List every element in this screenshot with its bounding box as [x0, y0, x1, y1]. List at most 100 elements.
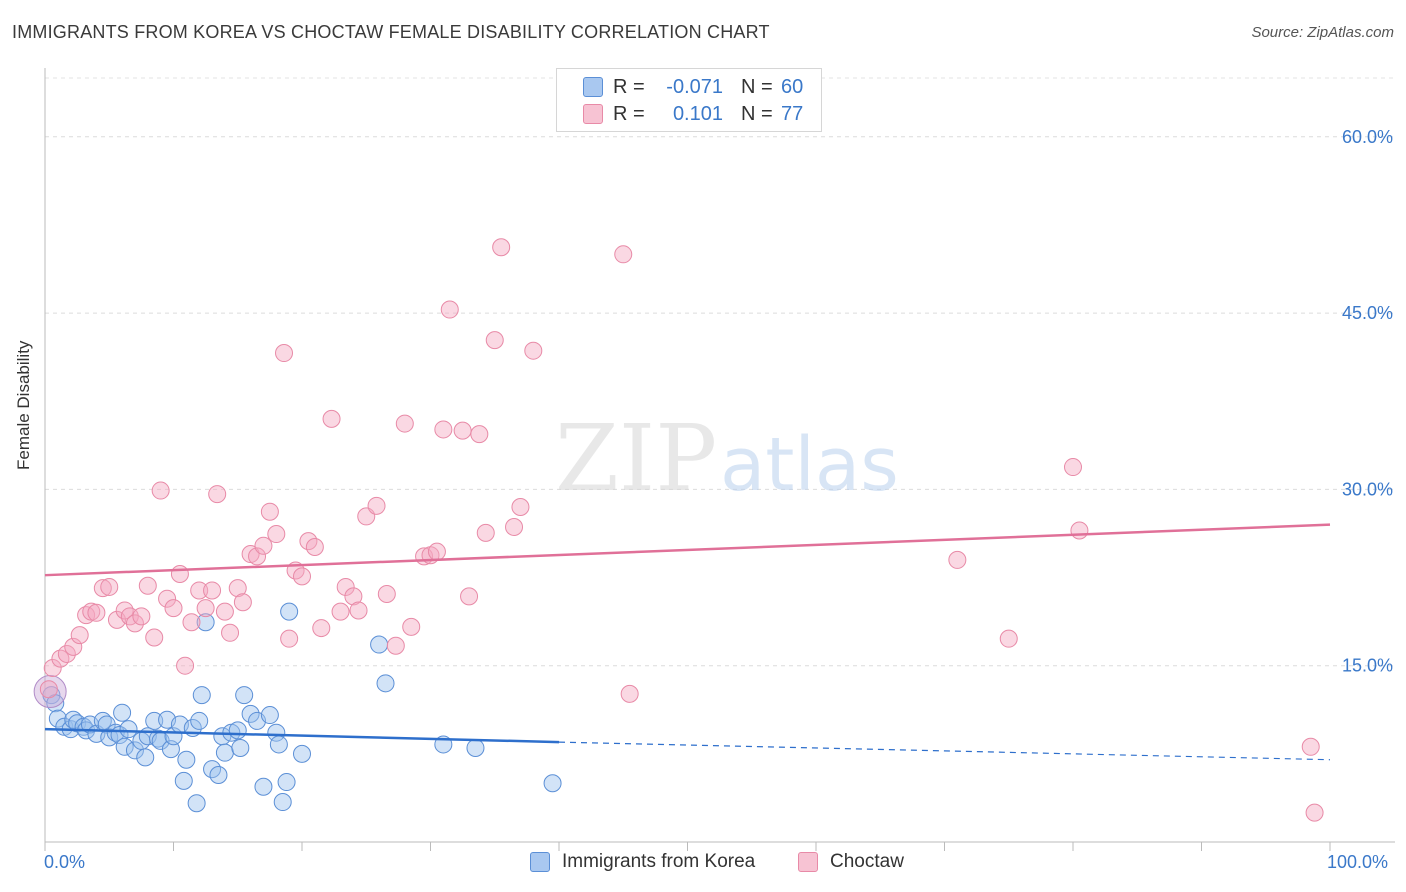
chart-title: IMMIGRANTS FROM KOREA VS CHOCTAW FEMALE … [12, 22, 770, 42]
data-point [254, 777, 273, 796]
data-point [505, 517, 524, 536]
data-point [39, 680, 58, 699]
data-point [145, 711, 164, 730]
data-point [349, 601, 368, 620]
y-tick-label: 45.0% [1342, 303, 1393, 323]
legend-r-value: -0.071 [666, 75, 723, 98]
data-point [402, 617, 421, 636]
data-point [125, 614, 144, 633]
data-point [460, 587, 479, 606]
source-label: Source: ZipAtlas.com [1251, 24, 1394, 41]
data-point [138, 576, 157, 595]
y-tick-label: 15.0% [1342, 656, 1393, 676]
data-point [267, 525, 286, 544]
data-point [113, 703, 132, 722]
legend-item-choctaw: Choctaw [798, 851, 904, 873]
data-point [386, 636, 405, 655]
data-point [614, 245, 633, 264]
data-point [269, 735, 288, 754]
data-point [203, 581, 222, 600]
data-point [492, 238, 511, 257]
data-point [248, 547, 267, 566]
data-point [228, 579, 247, 598]
data-point [145, 628, 164, 647]
data-point [260, 706, 279, 725]
legend-label-korea: Immigrants from Korea [562, 851, 756, 872]
data-point [1070, 521, 1089, 540]
data-point [370, 635, 389, 654]
legend-label-choctaw: Choctaw [830, 851, 904, 872]
trend-line-korea-extension [558, 741, 1331, 761]
legend-r-value: 0.101 [672, 102, 723, 125]
data-point [192, 686, 211, 705]
legend-swatch-choctaw [583, 104, 603, 124]
data-point [176, 656, 195, 675]
data-point [215, 602, 234, 621]
data-point [93, 579, 112, 598]
data-point [235, 686, 254, 705]
data-point [241, 704, 260, 723]
data-point [948, 550, 967, 569]
data-point [511, 498, 530, 517]
y-tick-label: 60.0% [1342, 127, 1393, 147]
data-point [174, 771, 193, 790]
data-point [115, 737, 134, 756]
data-point [254, 536, 273, 555]
data-point [151, 481, 170, 500]
data-point [260, 502, 279, 521]
data-point [132, 607, 151, 626]
data-point [485, 331, 504, 350]
data-point [543, 774, 562, 793]
data-point [280, 602, 299, 621]
data-point [221, 623, 240, 642]
data-point [233, 593, 252, 612]
data-point [125, 741, 144, 760]
data-point [293, 567, 311, 586]
data-point [312, 619, 331, 638]
trend-line-korea [44, 727, 560, 744]
data-point [228, 721, 247, 740]
legend-row-korea: R = -0.071 N = 60 [583, 75, 803, 99]
trend-line-choctaw [44, 523, 1331, 577]
data-point [427, 542, 446, 561]
data-point [305, 537, 324, 556]
legend-n-label: N = [741, 102, 773, 125]
data-point [267, 723, 286, 742]
data-point [187, 794, 206, 813]
data-point [115, 601, 134, 620]
data-point [476, 523, 495, 542]
data-point [215, 743, 234, 762]
data-point [293, 744, 311, 763]
data-point [377, 584, 396, 603]
data-point [149, 729, 168, 748]
data-point [999, 629, 1018, 648]
data-point [119, 720, 138, 739]
data-point [367, 496, 386, 515]
data-point [344, 587, 363, 606]
data-point [57, 644, 76, 663]
data-point [273, 793, 292, 812]
legend-n-value: 60 [781, 75, 804, 98]
data-point [620, 684, 639, 703]
y-tick-labels: 15.0% 30.0% 45.0% 60.0% [1342, 127, 1393, 676]
axes [44, 68, 1395, 851]
data-point [208, 485, 227, 504]
data-point [280, 629, 299, 648]
data-point [331, 602, 350, 621]
data-point [190, 711, 209, 730]
gridlines [45, 77, 1395, 667]
data-point [196, 613, 215, 632]
data-point [158, 589, 177, 608]
data-point [209, 766, 228, 785]
data-point [395, 414, 414, 433]
series-korea-points [33, 602, 562, 813]
data-point [1301, 737, 1320, 756]
legend-row-choctaw: R = 0.101 N = 77 [583, 102, 803, 126]
watermark-zip: ZIP [555, 405, 717, 512]
data-point [196, 599, 215, 618]
data-point [164, 599, 183, 618]
series-choctaw-points [39, 238, 1324, 822]
y-tick-label: 30.0% [1342, 479, 1393, 499]
data-point [51, 649, 70, 668]
